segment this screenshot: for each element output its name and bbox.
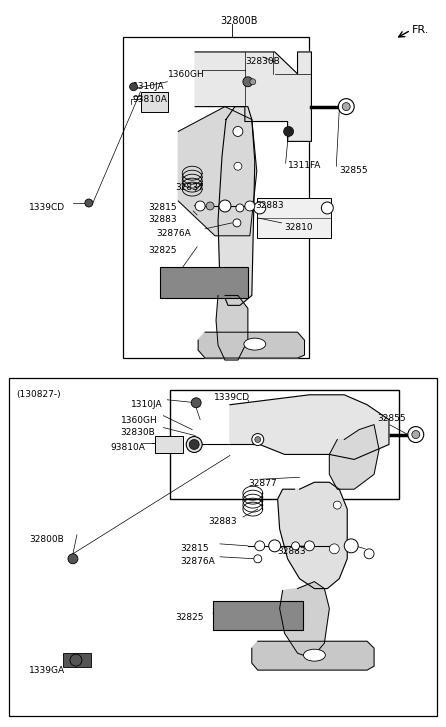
- Text: 32876A: 32876A: [180, 557, 215, 566]
- Text: 32825: 32825: [175, 614, 204, 622]
- Text: 32877: 32877: [248, 479, 277, 489]
- Text: 1310JA: 1310JA: [132, 81, 164, 91]
- Circle shape: [268, 540, 281, 552]
- Bar: [9, 378, 437, 716]
- Polygon shape: [329, 425, 379, 489]
- Text: 1311FA: 1311FA: [288, 161, 321, 170]
- Text: 32830B: 32830B: [120, 427, 155, 437]
- Text: 32815: 32815: [149, 203, 177, 212]
- Text: 32883: 32883: [208, 517, 237, 526]
- Circle shape: [85, 199, 93, 207]
- Text: FR.: FR.: [412, 25, 429, 35]
- Bar: [213, 601, 302, 630]
- Circle shape: [236, 204, 244, 212]
- Text: 32855: 32855: [377, 414, 406, 422]
- Text: 1310JA: 1310JA: [131, 400, 162, 409]
- Circle shape: [344, 539, 358, 553]
- Text: 1360GH: 1360GH: [168, 70, 205, 79]
- Polygon shape: [198, 332, 305, 358]
- Text: 32883: 32883: [278, 547, 306, 556]
- Circle shape: [254, 555, 262, 563]
- Circle shape: [68, 554, 78, 563]
- Circle shape: [255, 436, 261, 443]
- Circle shape: [408, 427, 424, 443]
- Bar: [161, 267, 248, 298]
- Circle shape: [338, 99, 354, 115]
- Circle shape: [195, 201, 205, 211]
- Polygon shape: [252, 641, 374, 670]
- Text: 1339CD: 1339CD: [214, 393, 250, 402]
- Circle shape: [254, 202, 266, 214]
- Circle shape: [245, 201, 255, 211]
- Text: 32810: 32810: [285, 223, 313, 232]
- Text: 32825: 32825: [149, 246, 177, 254]
- Circle shape: [243, 77, 253, 87]
- Circle shape: [333, 501, 341, 509]
- Text: 32855: 32855: [339, 166, 368, 175]
- Text: 32800B: 32800B: [29, 535, 64, 544]
- Circle shape: [250, 79, 256, 85]
- Text: 93810A: 93810A: [132, 95, 167, 104]
- Circle shape: [412, 430, 420, 438]
- Text: 93810A: 93810A: [111, 443, 145, 451]
- Circle shape: [255, 541, 265, 551]
- Text: 32830B: 32830B: [245, 57, 280, 66]
- Text: 32800B: 32800B: [220, 16, 257, 26]
- Text: 1339GA: 1339GA: [29, 666, 66, 675]
- Text: 32837: 32837: [175, 183, 204, 192]
- Polygon shape: [230, 395, 389, 459]
- Circle shape: [292, 542, 300, 550]
- Circle shape: [329, 544, 339, 554]
- Polygon shape: [216, 295, 248, 360]
- Circle shape: [186, 436, 202, 452]
- Circle shape: [284, 126, 293, 137]
- Ellipse shape: [303, 649, 326, 661]
- Bar: [155, 435, 183, 454]
- Circle shape: [322, 202, 333, 214]
- Circle shape: [189, 440, 199, 449]
- Circle shape: [219, 200, 231, 212]
- Bar: [140, 92, 168, 111]
- Bar: [63, 653, 91, 667]
- Polygon shape: [195, 52, 311, 141]
- Polygon shape: [280, 582, 329, 658]
- Text: 32883: 32883: [149, 215, 177, 224]
- Circle shape: [252, 433, 264, 446]
- Bar: [123, 37, 310, 358]
- Polygon shape: [218, 107, 255, 305]
- Ellipse shape: [244, 338, 266, 350]
- Text: 1339CD: 1339CD: [29, 203, 66, 212]
- Circle shape: [305, 541, 314, 551]
- Circle shape: [364, 549, 374, 559]
- Text: 32883: 32883: [255, 201, 283, 210]
- Circle shape: [206, 202, 214, 210]
- Circle shape: [191, 398, 201, 408]
- Polygon shape: [178, 107, 257, 236]
- Text: 32815: 32815: [180, 544, 209, 553]
- Polygon shape: [278, 482, 347, 589]
- Circle shape: [70, 654, 82, 666]
- Text: 32876A: 32876A: [157, 229, 191, 238]
- Circle shape: [130, 83, 137, 91]
- Circle shape: [342, 103, 350, 111]
- Bar: [170, 390, 399, 499]
- Bar: [257, 198, 331, 238]
- Circle shape: [234, 162, 242, 170]
- Circle shape: [233, 126, 243, 137]
- Text: 1360GH: 1360GH: [120, 416, 157, 425]
- Circle shape: [233, 219, 241, 227]
- Text: (130827-): (130827-): [17, 390, 61, 399]
